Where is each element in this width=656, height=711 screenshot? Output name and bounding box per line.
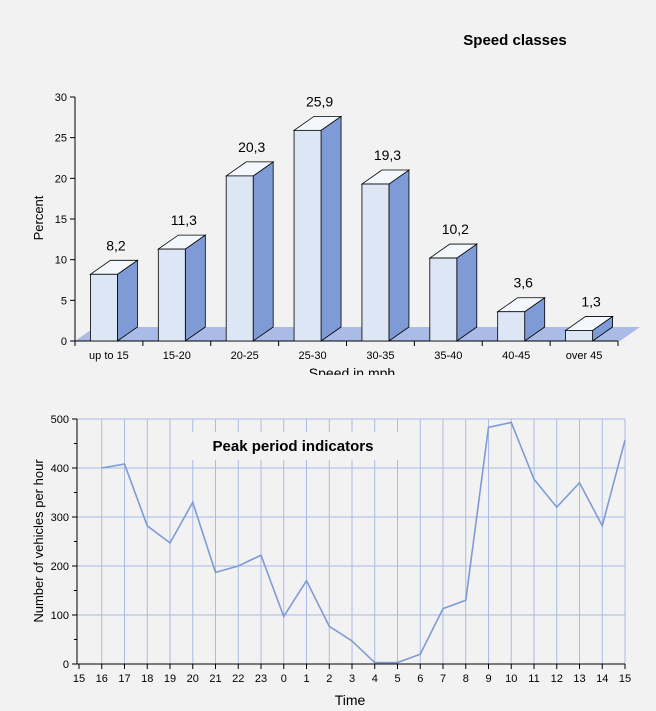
x-axis-label: Speed in mph bbox=[309, 365, 395, 375]
x-tick-label: 5 bbox=[394, 673, 400, 685]
y-tick-label: 0 bbox=[61, 336, 67, 348]
x-tick-label: 14 bbox=[596, 673, 608, 685]
bar-front bbox=[497, 311, 526, 342]
x-tick-label: 15 bbox=[73, 673, 85, 685]
y-tick-label: 30 bbox=[55, 92, 67, 104]
bar-front bbox=[225, 175, 254, 342]
data-label: 3,6 bbox=[513, 275, 533, 291]
x-tick-label: 8 bbox=[463, 673, 469, 685]
bar bbox=[224, 161, 275, 342]
chart-title: Peak period indicators bbox=[213, 438, 374, 455]
bar bbox=[157, 234, 207, 342]
bar bbox=[496, 296, 546, 342]
x-tick-label: 15 bbox=[619, 673, 631, 685]
data-label: 11,3 bbox=[171, 212, 197, 228]
bar bbox=[428, 243, 479, 342]
data-label: 19,3 bbox=[374, 147, 401, 163]
y-tick-label: 15 bbox=[55, 214, 67, 226]
bar bbox=[564, 315, 614, 342]
data-label: 25,9 bbox=[306, 93, 333, 109]
y-axis-label: Number of vehicles per hour bbox=[31, 459, 46, 623]
x-tick-label: 3 bbox=[349, 673, 355, 685]
x-tick-label: 7 bbox=[440, 673, 446, 685]
data-label: 20,3 bbox=[238, 139, 265, 155]
x-tick-label: 35-40 bbox=[434, 350, 462, 362]
bar bbox=[292, 115, 343, 342]
speed-classes-chart: Speed classes Percent Speed in mph 0 5 10 1… bbox=[31, 32, 640, 375]
x-tick-label: 22 bbox=[232, 673, 244, 685]
y-tick-label: 500 bbox=[51, 414, 69, 426]
y-tick-label: 200 bbox=[51, 561, 69, 573]
y-tick-label: 25 bbox=[55, 133, 67, 145]
x-tick-label: 4 bbox=[372, 673, 378, 685]
y-tick-label: 10 bbox=[55, 255, 67, 267]
bar-front bbox=[429, 257, 458, 342]
bar-front bbox=[361, 183, 390, 342]
x-tick-label: 25-30 bbox=[298, 350, 326, 362]
y-tick-label: 20 bbox=[55, 173, 67, 185]
y-tick-label: 300 bbox=[51, 512, 69, 524]
data-label: 1,3 bbox=[581, 293, 601, 309]
y-tick-label: 400 bbox=[51, 463, 69, 475]
y-tick-label: 100 bbox=[51, 610, 69, 622]
title-backdrop bbox=[190, 432, 400, 460]
x-tick-label: 21 bbox=[209, 673, 221, 685]
bar-front bbox=[90, 273, 118, 342]
x-axis-label: Time bbox=[335, 692, 366, 708]
x-tick-label: over 45 bbox=[566, 350, 603, 362]
bar-front bbox=[157, 248, 186, 342]
x-tick-label: 17 bbox=[118, 673, 130, 685]
bar bbox=[89, 259, 139, 342]
x-tick-label: 20 bbox=[187, 673, 199, 685]
x-tick-label: 0 bbox=[281, 673, 287, 685]
x-tick-label: 12 bbox=[551, 673, 563, 685]
x-tick-label: 2 bbox=[326, 673, 332, 685]
chart-title: Speed classes bbox=[463, 32, 566, 49]
x-tick-label: 40-45 bbox=[502, 350, 530, 362]
x-tick-label: 19 bbox=[164, 673, 176, 685]
y-tick-label: 5 bbox=[61, 295, 67, 307]
x-tick-label: 23 bbox=[255, 673, 267, 685]
x-tick-label: 13 bbox=[573, 673, 585, 685]
x-tick-label: 1 bbox=[303, 673, 309, 685]
x-tick-label: 9 bbox=[485, 673, 491, 685]
series-line bbox=[101, 421, 626, 664]
x-tick-label: up to 15 bbox=[89, 350, 129, 362]
y-axis-label: Percent bbox=[31, 195, 46, 240]
x-tick-label: 18 bbox=[141, 673, 153, 685]
x-tick-label: 11 bbox=[528, 673, 539, 685]
bar-front bbox=[293, 129, 322, 342]
bar bbox=[360, 169, 411, 342]
x-tick-label: 6 bbox=[417, 673, 423, 685]
data-label: 8,2 bbox=[106, 237, 126, 253]
y-tick-label: 0 bbox=[63, 659, 69, 671]
x-tick-label: 10 bbox=[505, 673, 517, 685]
bar-front bbox=[565, 330, 593, 342]
x-tick-label: 20-25 bbox=[231, 350, 259, 362]
data-label: 10,2 bbox=[442, 221, 469, 237]
x-tick-label: 15-20 bbox=[163, 350, 191, 362]
x-tick-label: 30-35 bbox=[366, 350, 394, 362]
x-tick-label: 16 bbox=[96, 673, 108, 685]
